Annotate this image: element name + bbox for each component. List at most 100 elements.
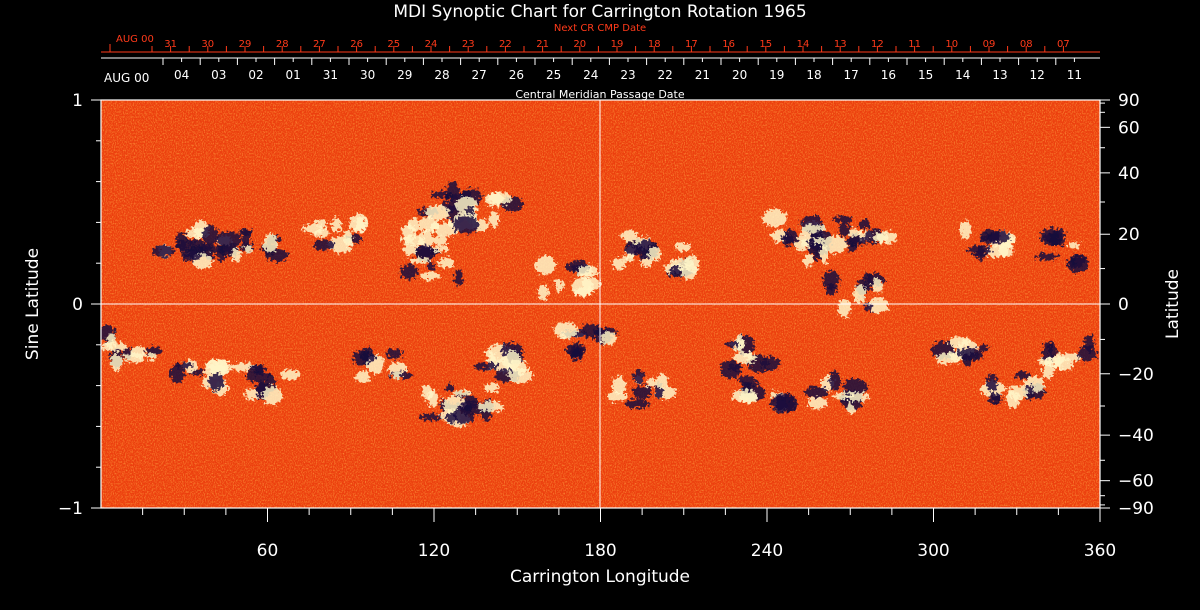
flux-patch <box>202 224 219 245</box>
flux-patch <box>626 398 649 409</box>
cmp-axis-date: 19 <box>769 68 784 82</box>
flux-patch <box>472 362 499 370</box>
flux-patch <box>837 298 851 318</box>
cmp-axis-date: 02 <box>248 68 263 82</box>
flux-patch <box>812 253 821 261</box>
flux-patch <box>425 204 450 220</box>
x-tick-label: 300 <box>917 541 949 561</box>
flux-patch <box>453 389 472 397</box>
flux-patch <box>670 258 694 268</box>
flux-patch <box>1067 254 1089 274</box>
flux-patch <box>845 237 867 246</box>
cmp-axis-date: 21 <box>695 68 710 82</box>
flux-patch <box>400 263 418 279</box>
y-tick-label-left: 1 <box>72 91 83 111</box>
flux-patch <box>437 257 455 268</box>
cmp-axis-date: 29 <box>397 68 412 82</box>
flux-patch <box>208 373 225 391</box>
flux-patch <box>1015 371 1031 379</box>
y-tick-label-right: 90 <box>1118 91 1140 111</box>
y-tick-label-right: −90 <box>1118 499 1154 519</box>
flux-patch <box>960 220 972 240</box>
cmp-axis-date: 24 <box>583 68 598 82</box>
flux-patch <box>355 217 366 232</box>
cmp-axis-date: 14 <box>955 68 970 82</box>
flux-patch <box>426 261 435 271</box>
flux-patch <box>655 372 668 390</box>
flux-patch <box>216 231 242 248</box>
flux-patch <box>453 216 480 234</box>
flux-patch <box>762 209 787 227</box>
flux-patch <box>1042 358 1058 366</box>
red-axis-date: 23 <box>462 39 475 50</box>
cmp-start-label: AUG 00 <box>104 71 149 85</box>
flux-patch <box>205 359 230 373</box>
cmp-axis-date: 25 <box>546 68 561 82</box>
flux-patch <box>262 386 282 406</box>
flux-patch <box>738 392 758 404</box>
flux-patch <box>581 276 601 292</box>
flux-patch <box>845 392 869 402</box>
red-axis-date: 31 <box>164 39 177 50</box>
flux-patch <box>725 340 739 348</box>
cmp-axis-label: Central Meridian Passage Date <box>515 88 684 101</box>
flux-patch <box>508 368 533 384</box>
flux-patch <box>146 352 157 361</box>
flux-patch <box>453 406 475 425</box>
flux-patch <box>988 392 1002 405</box>
flux-patch <box>803 254 814 267</box>
flux-patch <box>418 230 434 249</box>
flux-patch <box>728 363 743 372</box>
flux-patch <box>280 369 302 381</box>
flux-patch <box>535 255 556 275</box>
flux-patch <box>863 303 873 312</box>
cmp-axis-date: 31 <box>323 68 338 82</box>
flux-patch <box>621 229 639 242</box>
flux-patch <box>935 352 960 365</box>
y-tick-label-left: −1 <box>58 499 83 519</box>
flux-patch <box>1034 253 1061 260</box>
flux-patch <box>822 270 840 290</box>
x-tick-label: 360 <box>1084 541 1116 561</box>
flux-patch <box>151 245 176 257</box>
flux-patch <box>176 362 194 369</box>
flux-patch <box>502 350 521 371</box>
flux-patch <box>483 383 501 393</box>
cmp-date-axis: AUG 00 Central Meridian Passage Date <box>101 57 1100 101</box>
flux-patch <box>446 383 455 392</box>
red-axis-date: 18 <box>648 39 661 50</box>
red-axis-date: 15 <box>759 39 772 50</box>
cmp-axis-date: 27 <box>472 68 487 82</box>
flux-patch <box>829 371 842 391</box>
flux-patch <box>800 224 826 233</box>
red-axis-date: 12 <box>871 39 884 50</box>
flux-patch <box>641 256 653 268</box>
flux-patch <box>182 253 202 262</box>
next-cr-cmp-label: Next CR CMP Date <box>554 23 646 34</box>
red-axis-date: 08 <box>1020 39 1033 50</box>
cmp-axis-date: 12 <box>1030 68 1045 82</box>
cmp-axis-date: 11 <box>1067 68 1082 82</box>
flux-patch <box>454 269 464 287</box>
red-axis-date: 20 <box>573 39 586 50</box>
flux-patch <box>675 242 691 252</box>
flux-patch <box>807 396 828 409</box>
flux-patch <box>600 331 617 345</box>
flux-patch <box>980 229 1000 242</box>
red-axis-date: 25 <box>387 39 400 50</box>
flux-patch <box>843 378 868 396</box>
red-axis-date: 30 <box>201 39 214 50</box>
flux-patch <box>247 365 266 373</box>
flux-patch <box>1042 341 1054 362</box>
x-tick-label: 240 <box>751 541 783 561</box>
cmp-axis-date: 28 <box>434 68 449 82</box>
cmp-axis-date: 15 <box>918 68 933 82</box>
flux-patch <box>430 245 449 252</box>
flux-patch <box>489 211 500 228</box>
flux-patch <box>198 242 214 252</box>
flux-patch <box>735 334 745 353</box>
flux-patch <box>487 192 512 205</box>
flux-patch <box>124 352 146 363</box>
flux-patch <box>633 369 645 384</box>
